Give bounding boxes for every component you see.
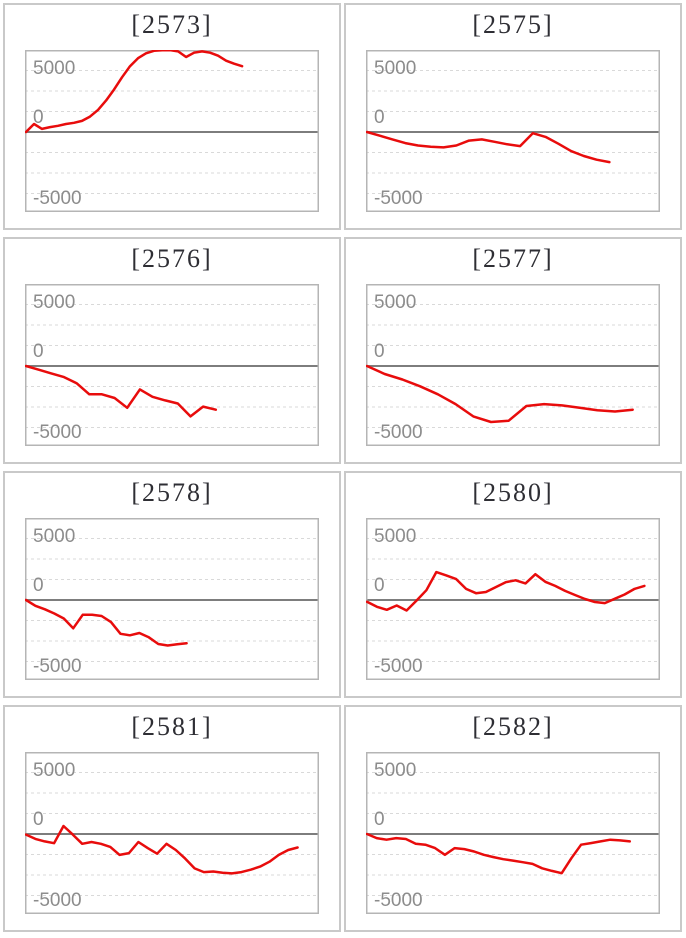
gridlines bbox=[25, 304, 319, 428]
ytick-minus-5000: -5000 bbox=[33, 656, 82, 677]
gridlines bbox=[25, 70, 319, 194]
plot-area: 5000 0 -5000 bbox=[366, 518, 660, 680]
ytick-5000: 5000 bbox=[374, 58, 416, 79]
gridlines bbox=[366, 538, 660, 662]
ytick-0: 0 bbox=[33, 575, 44, 596]
ytick-0: 0 bbox=[33, 809, 44, 830]
machine-slump-card[interactable]: [2577] 5000 0 -5000 bbox=[344, 237, 682, 464]
gridlines bbox=[366, 772, 660, 896]
series-line bbox=[366, 570, 646, 612]
ytick-5000: 5000 bbox=[374, 526, 416, 547]
gridlines bbox=[366, 70, 660, 194]
series-line bbox=[366, 364, 634, 424]
plot-border bbox=[25, 752, 319, 914]
slump-line-chart: 5000 0 -5000 bbox=[25, 518, 319, 680]
gridlines bbox=[25, 772, 319, 896]
gridlines bbox=[366, 304, 660, 428]
slump-line-chart: 5000 0 -5000 bbox=[366, 284, 660, 446]
series-line bbox=[25, 598, 188, 647]
ytick-5000: 5000 bbox=[33, 58, 75, 79]
machine-number-title: [2573] bbox=[131, 10, 213, 39]
machine-slump-card[interactable]: [2576] 5000 0 -5000 bbox=[3, 237, 341, 464]
ytick-minus-5000: -5000 bbox=[374, 422, 423, 443]
plot-area: 5000 0 -5000 bbox=[25, 752, 319, 914]
machine-slump-card[interactable]: [2573] 5000 0 -5000 bbox=[3, 3, 341, 230]
ytick-minus-5000: -5000 bbox=[374, 188, 423, 209]
plot-area: 5000 0 -5000 bbox=[366, 284, 660, 446]
slump-line-chart: 5000 0 -5000 bbox=[25, 752, 319, 914]
plot-area: 5000 0 -5000 bbox=[366, 50, 660, 212]
series-line bbox=[366, 832, 632, 875]
ytick-5000: 5000 bbox=[374, 760, 416, 781]
ytick-5000: 5000 bbox=[33, 760, 75, 781]
ytick-0: 0 bbox=[374, 341, 385, 362]
machine-number-title: [2575] bbox=[472, 10, 554, 39]
machine-number-title: [2576] bbox=[131, 244, 213, 273]
slump-line-chart: 5000 0 -5000 bbox=[25, 50, 319, 212]
plot-border bbox=[366, 518, 660, 680]
machine-number-title: [2581] bbox=[131, 712, 213, 741]
slump-line-chart: 5000 0 -5000 bbox=[366, 50, 660, 212]
ytick-5000: 5000 bbox=[33, 292, 75, 313]
series-line bbox=[366, 130, 611, 164]
ytick-minus-5000: -5000 bbox=[33, 188, 82, 209]
plot-area: 5000 0 -5000 bbox=[25, 284, 319, 446]
machine-slump-card[interactable]: [2580] 5000 0 -5000 bbox=[344, 471, 682, 698]
machine-slump-card[interactable]: [2582] 5000 0 -5000 bbox=[344, 705, 682, 932]
slump-line-chart: 5000 0 -5000 bbox=[366, 752, 660, 914]
gridlines bbox=[25, 538, 319, 662]
ytick-minus-5000: -5000 bbox=[33, 422, 82, 443]
machine-slump-card[interactable]: [2575] 5000 0 -5000 bbox=[344, 3, 682, 230]
machine-slump-card[interactable]: [2578] 5000 0 -5000 bbox=[3, 471, 341, 698]
machine-slump-card[interactable]: [2581] 5000 0 -5000 bbox=[3, 705, 341, 932]
ytick-5000: 5000 bbox=[374, 292, 416, 313]
ytick-0: 0 bbox=[374, 107, 385, 128]
machine-number-title: [2578] bbox=[131, 478, 213, 507]
ytick-0: 0 bbox=[33, 107, 44, 128]
machine-number-title: [2580] bbox=[472, 478, 554, 507]
machine-number-title: [2577] bbox=[472, 244, 554, 273]
ytick-0: 0 bbox=[374, 809, 385, 830]
ytick-minus-5000: -5000 bbox=[33, 890, 82, 911]
ytick-minus-5000: -5000 bbox=[374, 890, 423, 911]
slump-line-chart: 5000 0 -5000 bbox=[25, 284, 319, 446]
ytick-0: 0 bbox=[33, 341, 44, 362]
ytick-5000: 5000 bbox=[33, 526, 75, 547]
machine-number-title: [2582] bbox=[472, 712, 554, 741]
series-line bbox=[25, 50, 244, 134]
ytick-minus-5000: -5000 bbox=[374, 656, 423, 677]
plot-area: 5000 0 -5000 bbox=[25, 50, 319, 212]
slump-line-chart: 5000 0 -5000 bbox=[366, 518, 660, 680]
plot-area: 5000 0 -5000 bbox=[366, 752, 660, 914]
ytick-0: 0 bbox=[374, 575, 385, 596]
plot-area: 5000 0 -5000 bbox=[25, 518, 319, 680]
series-line bbox=[25, 364, 218, 418]
series-line bbox=[25, 824, 299, 875]
